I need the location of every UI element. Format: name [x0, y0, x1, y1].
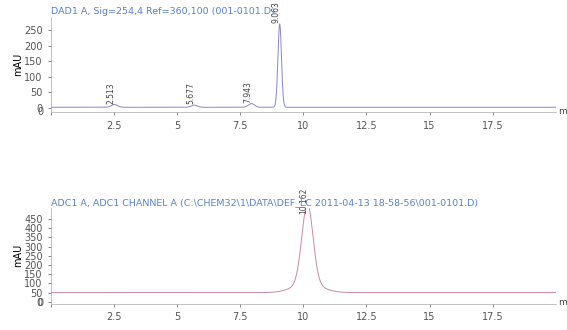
Text: 10.162: 10.162	[299, 187, 308, 214]
Text: ADC1 A, ADC1 CHANNEL A (C:\CHEM32\1\DATA\DEF_LC 2011-04-13 18-58-56\001-0101.D): ADC1 A, ADC1 CHANNEL A (C:\CHEM32\1\DATA…	[51, 198, 478, 207]
Text: 2.513: 2.513	[106, 82, 115, 104]
Text: 9.063: 9.063	[272, 1, 281, 23]
Text: 7.943: 7.943	[243, 81, 252, 103]
Text: 5.677: 5.677	[186, 82, 195, 105]
Text: 0: 0	[37, 107, 44, 116]
Text: min: min	[558, 298, 567, 307]
Text: DAD1 A, Sig=254,4 Ref=360,100 (001-0101.D): DAD1 A, Sig=254,4 Ref=360,100 (001-0101.…	[51, 7, 275, 16]
Y-axis label: mAU: mAU	[12, 53, 23, 76]
Text: 0: 0	[37, 298, 44, 308]
Y-axis label: mAU: mAU	[12, 244, 23, 267]
Text: min: min	[558, 107, 567, 116]
